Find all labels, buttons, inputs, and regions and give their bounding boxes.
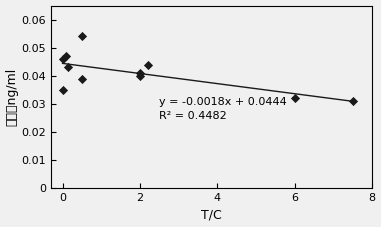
Point xyxy=(144,63,150,66)
Point xyxy=(59,57,66,61)
Y-axis label: 标本値ng/ml: 标本値ng/ml xyxy=(6,68,19,126)
Point xyxy=(291,96,298,100)
Point xyxy=(65,66,71,69)
Point xyxy=(79,35,85,38)
X-axis label: T/C: T/C xyxy=(201,208,222,222)
Point xyxy=(137,71,143,75)
Point xyxy=(137,74,143,78)
Text: y = -0.0018x + 0.0444
R² = 0.4482: y = -0.0018x + 0.0444 R² = 0.4482 xyxy=(159,97,287,121)
Point xyxy=(63,54,69,58)
Point xyxy=(349,99,355,103)
Point xyxy=(79,77,85,80)
Point xyxy=(59,88,66,91)
